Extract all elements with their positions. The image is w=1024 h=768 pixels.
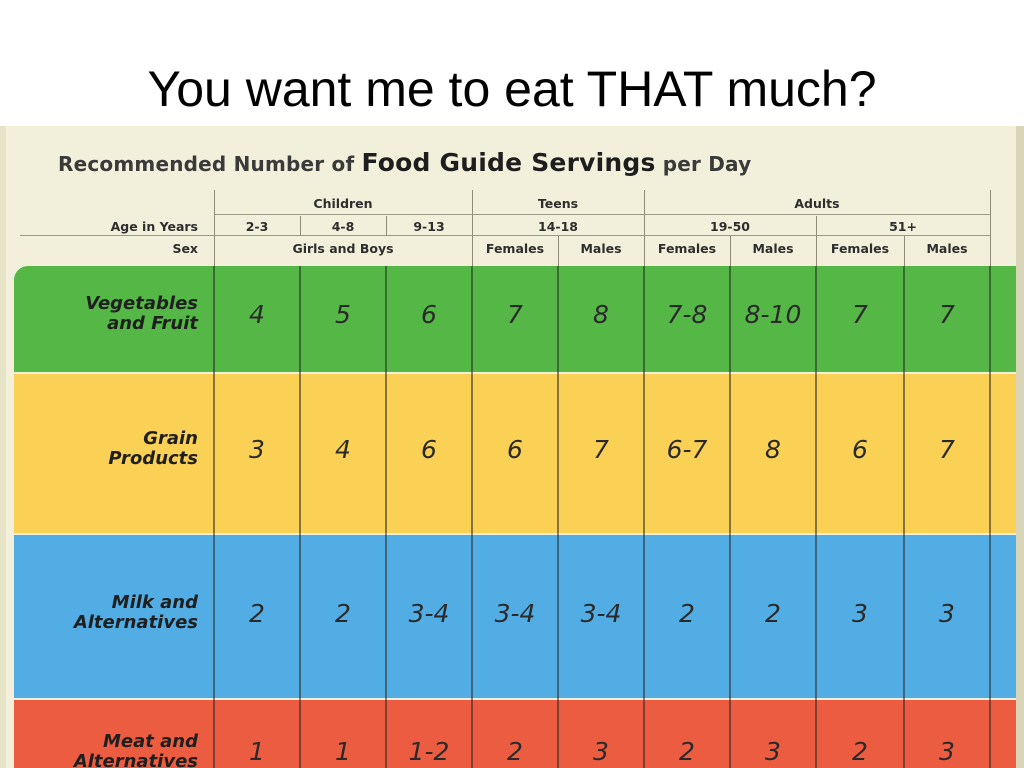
cell-milk-teen-females: 3-4 [494,599,536,628]
cell-grain-children-9-13: 6 [421,435,437,464]
header-vline [558,236,559,266]
table-heading-suffix: per Day [662,152,752,176]
body-vline [729,266,731,768]
group-header-children: Children [313,196,373,211]
sex-row-label: Sex [172,241,198,256]
header-divider-middle [20,235,990,236]
cell-milk-children-4-8: 2 [335,599,351,628]
cell-veg-teen-males: 8 [593,300,609,329]
body-vline [815,266,817,768]
cell-meat-adult-females-19-50: 2 [679,737,695,766]
cell-grain-adult-females-51: 6 [852,435,868,464]
row-band-vegetables-and-fruit [14,266,1016,372]
cell-grain-teen-females: 6 [507,435,523,464]
body-vline [903,266,905,768]
cell-veg-teen-females: 7 [507,300,523,329]
table-right-border [1016,126,1024,768]
cell-grain-children-2-3: 3 [249,435,265,464]
header-vline [816,216,817,266]
cell-milk-adult-females-19-50: 2 [679,599,695,628]
table-heading-emphasis: Food Guide Servings [361,148,656,177]
cell-veg-children-4-8: 5 [335,300,351,329]
age-header-19-50: 19-50 [710,219,750,234]
header-vline [904,236,905,266]
row-band-grain-products [14,374,1016,533]
group-header-teens: Teens [537,196,579,211]
table-heading-prefix: Recommended Number of [58,152,355,176]
row-band-meat-and-alternatives [14,700,1016,768]
header-vline [214,190,215,266]
cell-grain-adult-males-19-50: 8 [765,435,781,464]
body-vline [213,266,215,768]
sex-header-girls-and-boys: Girls and Boys [292,241,394,256]
body-vline [643,266,645,768]
cell-grain-children-4-8: 4 [335,435,351,464]
cell-meat-teen-females: 2 [507,737,523,766]
food-guide-servings-table: Recommended Number of Food Guide Serving… [0,126,1024,768]
age-header-14-18: 14-18 [538,219,578,234]
cell-veg-adult-females-19-50: 7-8 [666,300,708,329]
row-label-grain-products: Grain Products [108,428,198,469]
header-vline [386,216,387,236]
sex-header-teen-females: Females [485,241,545,256]
cell-milk-children-9-13: 3-4 [408,599,450,628]
row-label-vegetables-and-fruit: Vegetables and Fruit [85,293,198,334]
cell-meat-teen-males: 3 [593,737,609,766]
body-vline [385,266,387,768]
cell-grain-adult-females-19-50: 6-7 [666,435,708,464]
cell-meat-adult-males-19-50: 3 [765,737,781,766]
sex-header-adult-males-19-50: Males [752,241,794,256]
group-header-adults: Adults [794,196,840,211]
cell-veg-adult-males-51: 7 [939,300,955,329]
age-header-4-8: 4-8 [331,219,355,234]
table-heading: Recommended Number of Food Guide Serving… [58,148,751,177]
body-vline [989,266,991,768]
body-vline [557,266,559,768]
header-vline [730,236,731,266]
cell-milk-teen-males: 3-4 [580,599,622,628]
header-vline [472,190,473,266]
cell-veg-children-9-13: 6 [421,300,437,329]
header-divider-top [214,214,990,215]
cell-veg-adult-females-51: 7 [852,300,868,329]
sex-header-adult-females-51: Females [830,241,890,256]
age-header-2-3: 2-3 [245,219,269,234]
cell-milk-adult-females-51: 3 [852,599,868,628]
row-band-milk-and-alternatives [14,535,1016,698]
row-label-meat-and-alternatives: Meat and Alternatives [73,731,198,768]
cell-milk-adult-males-51: 3 [939,599,955,628]
sex-header-teen-males: Males [580,241,622,256]
cell-grain-adult-males-51: 7 [939,435,955,464]
table-left-border [0,126,6,768]
cell-milk-adult-males-19-50: 2 [765,599,781,628]
cell-milk-children-2-3: 2 [249,599,265,628]
slide-title: You want me to eat THAT much? [147,61,877,117]
age-row-label: Age in Years [110,219,198,234]
row-label-milk-and-alternatives: Milk and Alternatives [73,592,198,633]
sex-header-adult-males-51: Males [926,241,968,256]
cell-grain-teen-males: 7 [593,435,609,464]
cell-meat-children-2-3: 1 [249,737,265,766]
body-vline [471,266,473,768]
cell-meat-children-4-8: 1 [335,737,351,766]
age-header-51-plus: 51+ [889,219,917,234]
header-vline [644,190,645,266]
cell-meat-adult-males-51: 3 [939,737,955,766]
body-vline [299,266,301,768]
sex-header-adult-females-19-50: Females [657,241,717,256]
cell-meat-adult-females-51: 2 [852,737,868,766]
header-vline [990,190,991,266]
header-vline [300,216,301,236]
cell-veg-children-2-3: 4 [249,300,265,329]
cell-meat-children-9-13: 1-2 [408,737,450,766]
cell-veg-adult-males-19-50: 8-10 [744,300,802,329]
age-header-9-13: 9-13 [413,219,445,234]
